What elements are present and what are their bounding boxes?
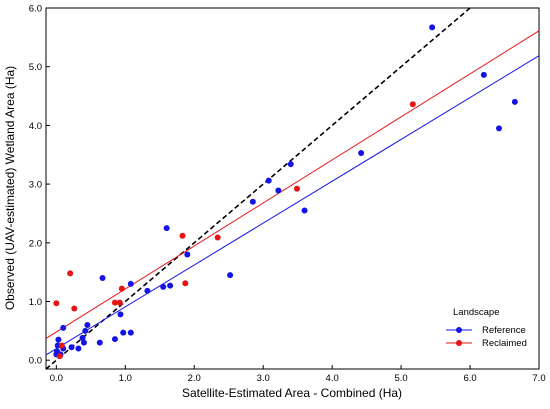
data-point-reference (60, 324, 67, 331)
data-point-reclaimed (116, 299, 123, 306)
x-tick-label: 7.0 (532, 373, 545, 384)
data-point-reclaimed (56, 353, 63, 360)
legend-label-reference: Reference (482, 325, 526, 336)
data-point-reference (84, 321, 91, 328)
legend-marker-reclaimed (456, 340, 462, 346)
data-point-reference (54, 342, 61, 349)
ticks-layer: 0.0 1.0 2.0 3.0 4.0 5.0 6.0 7.0 0.0 1.0 2.0 3.0 4.0 5… (29, 4, 546, 385)
x-tick-label: 5.0 (394, 373, 407, 384)
data-point-reclaimed (71, 305, 78, 312)
y-tick-label: 1.0 (29, 297, 42, 308)
fit-line-reference (45, 55, 540, 356)
lines-layer (45, 7, 540, 370)
data-point-reference (160, 283, 167, 290)
data-point-reference (265, 177, 272, 184)
data-point-reference (96, 339, 103, 346)
data-point-reference (163, 225, 170, 232)
data-point-reference (275, 187, 282, 194)
data-point-reference (68, 344, 75, 351)
data-point-reference (227, 272, 234, 279)
x-tick-label: 6.0 (463, 373, 476, 384)
y-tick-label: 5.0 (29, 62, 42, 73)
data-point-reference (55, 336, 62, 343)
data-point-reclaimed (67, 270, 74, 277)
data-point-reference (117, 311, 124, 318)
data-point-reclaimed (214, 234, 221, 241)
data-point-reference (144, 287, 151, 294)
x-tick-label: 2.0 (188, 373, 201, 384)
data-point-reference (82, 327, 89, 334)
data-point-reference (511, 98, 518, 105)
legend-label-reclaimed: Reclaimed (482, 338, 527, 349)
data-point-reference (75, 345, 82, 352)
data-point-reference (249, 198, 256, 205)
data-point-reclaimed (293, 185, 300, 192)
data-point-reference (120, 329, 127, 336)
data-point-reference (496, 125, 503, 132)
data-point-reclaimed (53, 300, 60, 307)
data-point-reclaimed (118, 285, 125, 292)
x-tick-label: 4.0 (326, 373, 339, 384)
y-tick-label: 0.0 (29, 356, 42, 367)
y-tick-label: 6.0 (29, 4, 42, 15)
data-point-reference (429, 24, 436, 31)
data-point-reclaimed (111, 299, 118, 306)
data-point-reference (301, 207, 308, 214)
legend-title: Landscape (453, 307, 499, 318)
y-axis-title: Observed (UAV-estimated) Wetland Area (H… (3, 66, 17, 310)
data-point-reference (184, 251, 191, 258)
data-point-reference (127, 280, 134, 287)
data-point-reference (127, 329, 134, 336)
fit-line-reclaimed (45, 30, 540, 339)
data-point-reference (79, 334, 86, 341)
data-point-reclaimed (409, 101, 416, 108)
data-point-reclaimed (58, 342, 65, 349)
data-point-reference (480, 71, 487, 78)
data-point-reference (167, 282, 174, 289)
data-point-reclaimed (182, 280, 189, 287)
data-point-reference (287, 161, 294, 168)
x-axis-title: Satellite-Estimated Area - Combined (Ha) (182, 386, 402, 400)
data-point-reclaimed (179, 232, 186, 239)
one-to-one-line (45, 7, 471, 370)
y-tick-label: 2.0 (29, 238, 42, 249)
data-point-reference (99, 275, 106, 282)
data-point-reference (80, 339, 87, 346)
data-point-reference (358, 149, 365, 156)
x-tick-label: 0.0 (50, 373, 63, 384)
legend: Landscape Reference Reclaimed (446, 307, 527, 349)
plot-frame (45, 7, 540, 370)
legend-marker-reference (456, 327, 462, 333)
x-tick-label: 3.0 (257, 373, 270, 384)
x-tick-label: 1.0 (119, 373, 132, 384)
y-tick-label: 3.0 (29, 180, 42, 191)
data-point-reference (111, 336, 118, 343)
points-layer (53, 24, 518, 360)
y-tick-label: 4.0 (29, 121, 42, 132)
